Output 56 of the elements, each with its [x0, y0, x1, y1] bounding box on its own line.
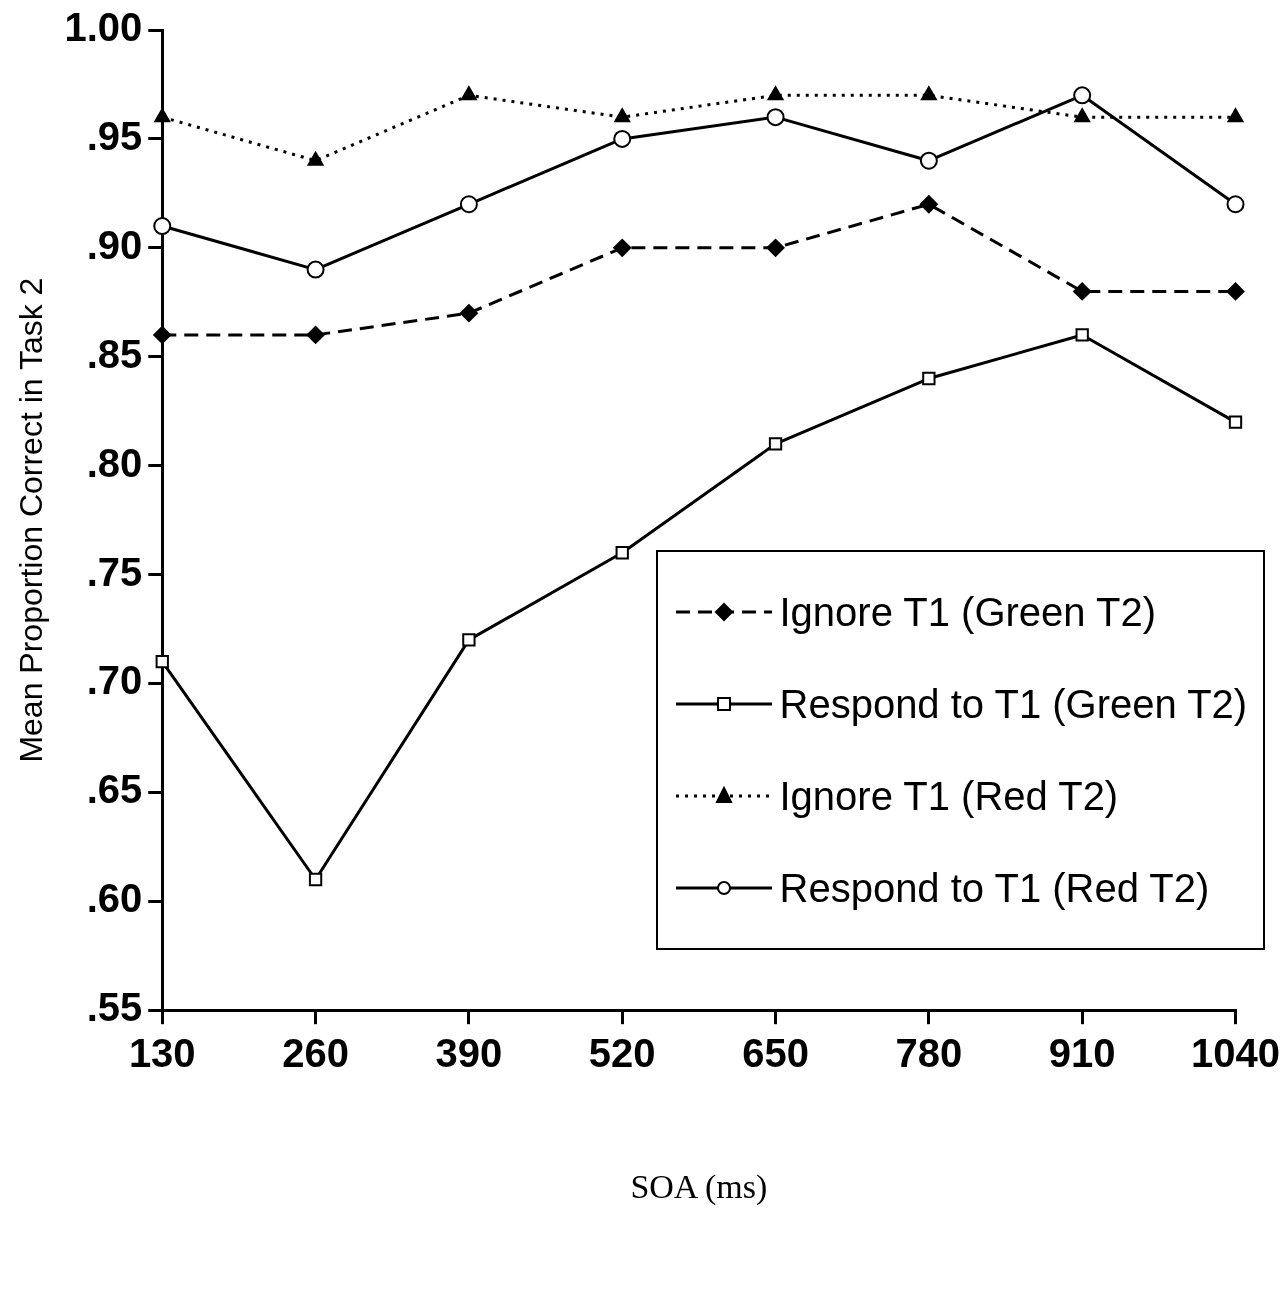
y-tick-label: .90 — [86, 222, 143, 267]
x-tick-label: 1040 — [1191, 1031, 1280, 1076]
point — [614, 108, 631, 123]
point — [1226, 282, 1245, 301]
legend-label: Ignore T1 (Red T2) — [779, 773, 1119, 819]
point — [1228, 415, 1243, 429]
y-tick-label: .60 — [86, 876, 143, 921]
x-tick-label: 390 — [435, 1031, 503, 1076]
y-tick-label: .70 — [86, 658, 143, 703]
y-tick-label: 1.00 — [64, 5, 143, 50]
y-tick-label: .75 — [86, 549, 143, 594]
point — [613, 238, 632, 257]
point — [1073, 86, 1092, 105]
x-tick-label: 260 — [282, 1031, 349, 1076]
point — [155, 655, 169, 669]
point — [307, 151, 324, 166]
x-axis-title: SOA (ms) — [630, 1167, 768, 1206]
point — [1073, 282, 1092, 301]
point — [308, 872, 323, 887]
x-tick-label: 650 — [742, 1031, 809, 1076]
x-tick-label: 910 — [1048, 1031, 1116, 1076]
point — [1226, 195, 1245, 214]
point — [919, 151, 938, 170]
y-tick-label: .65 — [86, 767, 143, 812]
point — [306, 260, 325, 279]
point — [919, 195, 938, 214]
point — [767, 86, 784, 101]
point — [1074, 108, 1091, 123]
point — [459, 304, 478, 323]
legend-label: Respond to T1 (Red T2) — [779, 865, 1210, 911]
point — [460, 86, 477, 101]
x-tick-label: 130 — [128, 1031, 196, 1076]
y-tick-label: .80 — [86, 440, 143, 485]
point — [1075, 328, 1089, 342]
point — [306, 325, 325, 344]
x-tick-label: 780 — [895, 1031, 963, 1076]
point — [153, 217, 172, 236]
point — [613, 129, 632, 148]
point — [1227, 108, 1244, 123]
legend-label: Ignore T1 (Green T2) — [779, 589, 1156, 635]
y-tick-label: .95 — [86, 113, 143, 158]
point — [615, 546, 629, 560]
point — [766, 108, 785, 127]
point — [768, 437, 783, 451]
legend-label: Respond to T1 (Green T2) — [779, 681, 1248, 727]
y-axis-title: Mean Proportion Correct in Task 2 — [13, 277, 50, 763]
point — [154, 108, 171, 123]
y-tick-label: .55 — [86, 985, 143, 1030]
x-tick-label: 520 — [588, 1031, 656, 1076]
point — [462, 633, 476, 647]
point — [766, 238, 785, 257]
y-tick-label: .85 — [86, 331, 143, 376]
point — [153, 325, 172, 344]
point — [920, 86, 937, 101]
point — [459, 195, 478, 214]
point — [922, 371, 936, 386]
